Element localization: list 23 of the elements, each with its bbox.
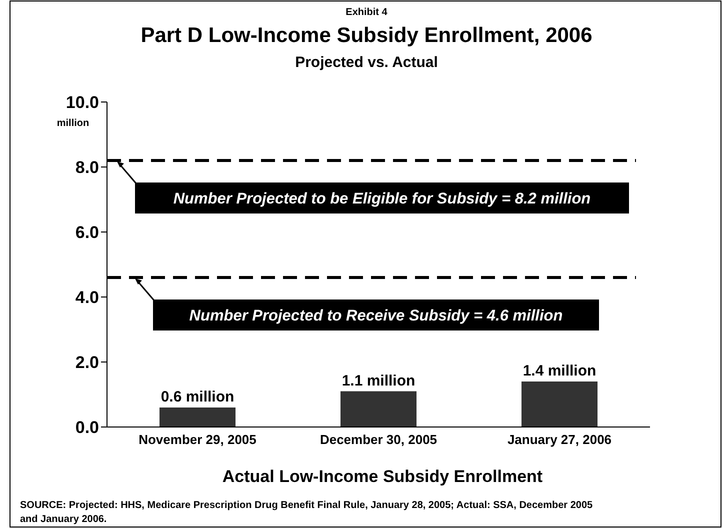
y-tick-label: 0.0	[75, 418, 99, 437]
chart-subtitle: Projected vs. Actual	[295, 54, 438, 71]
bar	[159, 408, 236, 427]
x-tick-label: December 30, 2005	[320, 432, 438, 447]
y-tick-label: 6.0	[75, 223, 99, 242]
ref-line-label: Number Projected to be Eligible for Subsidy = 8.2 million	[173, 190, 591, 208]
data-label: 0.6 million	[160, 388, 234, 406]
y-axis-title: million	[56, 118, 90, 129]
ref-line-label: Number Projected to Receive Subsidy = 4.6 million	[189, 308, 563, 324]
y-tick-label: 10.0	[66, 93, 99, 112]
chart-title: Part D Low-Income Subsidy Enrollment, 2006	[140, 24, 592, 47]
data-label: 1.1 million	[342, 372, 416, 390]
y-tick-label: 8.0	[75, 158, 99, 177]
y-tick-label: 4.0	[75, 288, 99, 307]
source-note: SOURCE: Projected: HHS, Medicare Prescription Drug Benefit Final Rule, January 28, 2005; Actual: SSA, December 2005 and January 2006.	[20, 500, 594, 525]
x-tick-label: November 29, 2005	[138, 432, 256, 447]
data-label: 1.4 million	[522, 362, 596, 380]
text: Exhibit 4	[346, 7, 388, 18]
bar	[521, 382, 598, 427]
bar	[340, 391, 417, 427]
x-axis-title: Actual Low-Income Subsidy Enrollment	[222, 467, 543, 486]
y-tick-label: 2.0	[75, 353, 99, 372]
x-tick-label: January 27, 2006	[507, 432, 612, 447]
